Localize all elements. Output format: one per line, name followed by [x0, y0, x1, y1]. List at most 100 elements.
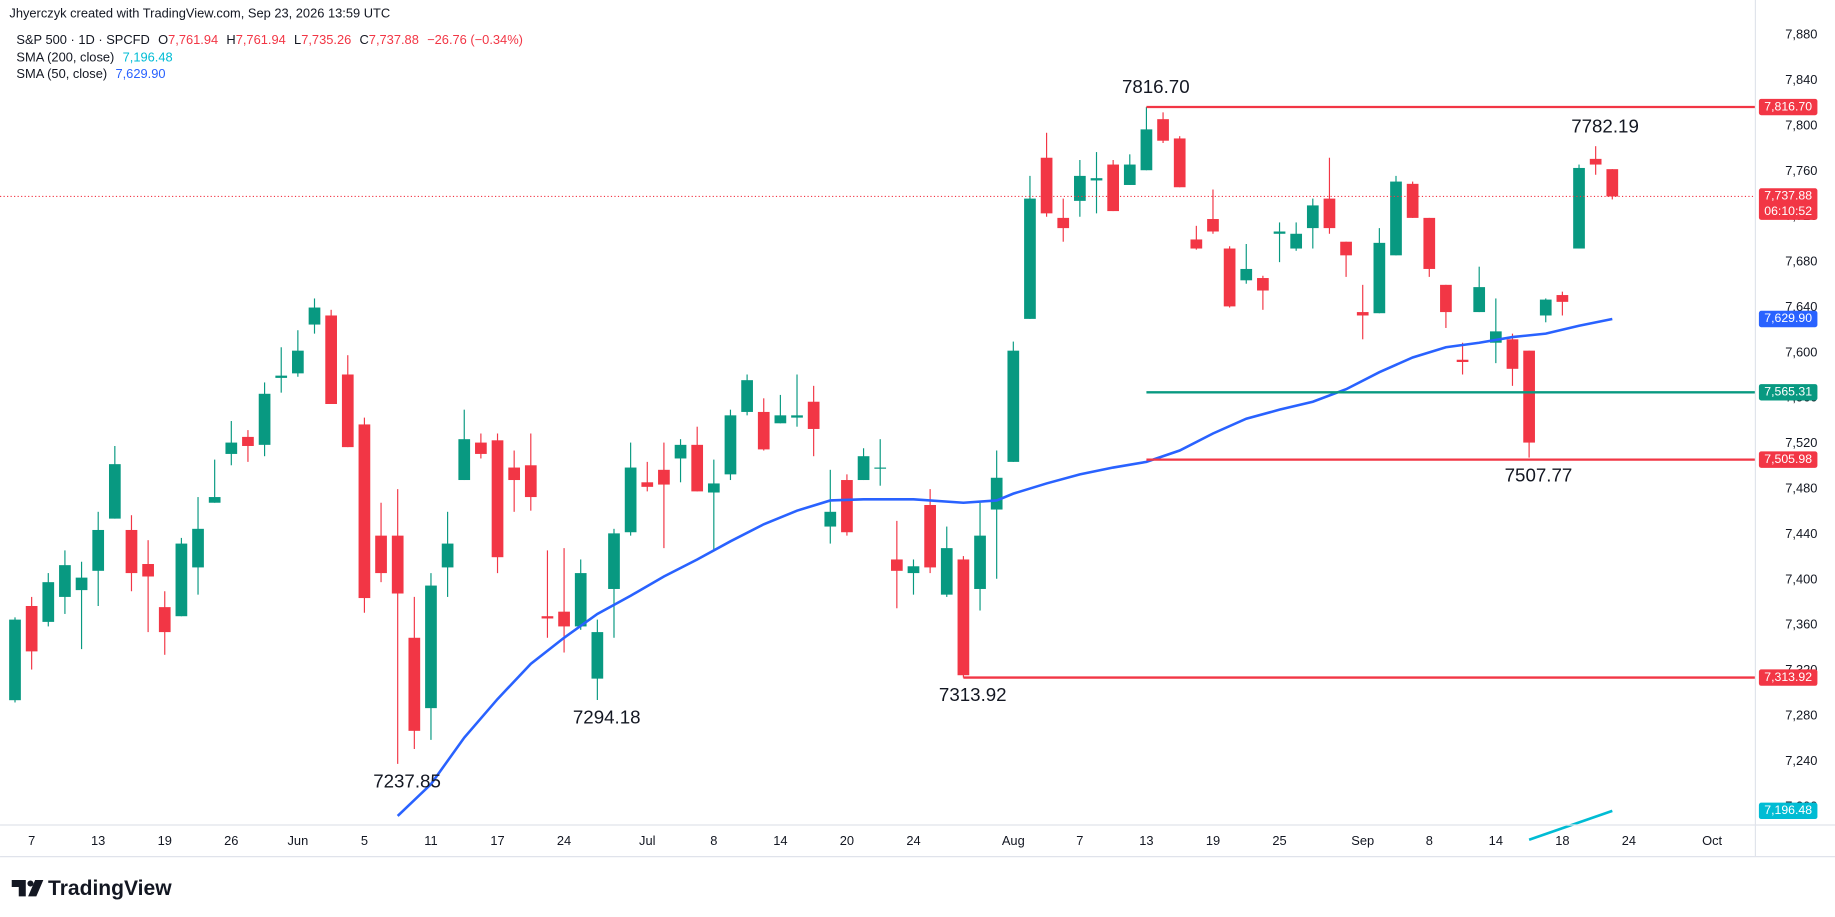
brand: TradingView [48, 877, 172, 900]
candle-body [9, 619, 21, 701]
candle-body [957, 559, 970, 676]
current-price-box [1758, 188, 1818, 220]
y-tick-label: 7,440 [1785, 526, 1817, 541]
candle-body [591, 632, 604, 679]
candle-body [225, 442, 238, 454]
candle-body [1273, 231, 1286, 234]
candle-body [857, 456, 870, 481]
annotation: 7816.70 [1122, 76, 1190, 97]
candle-body [458, 439, 471, 481]
ohlc-value: 7,761.94 [236, 32, 286, 47]
candle-body [1107, 164, 1119, 212]
x-tick-label: 14 [773, 833, 787, 848]
candle-body [1024, 198, 1036, 319]
candle-body [1323, 198, 1336, 229]
brand-logo: TradingView [11, 877, 172, 900]
x-tick-label: 14 [1489, 833, 1503, 848]
level-label: 7,565.31 [1764, 385, 1812, 399]
candle-body [658, 469, 670, 485]
candle-body [1074, 175, 1086, 201]
candle-body [475, 442, 487, 454]
level-label-box [1758, 384, 1818, 401]
candle-body [158, 607, 171, 633]
candle-body [624, 467, 637, 533]
candle-body [1489, 331, 1502, 343]
candle-body [1290, 233, 1303, 249]
ohlc-value: 7,735.26 [301, 32, 351, 47]
candle-body [841, 480, 853, 533]
candle-body [341, 374, 354, 448]
candle-body [375, 535, 387, 574]
y-tick-label: 7,480 [1785, 481, 1817, 496]
x-tick-label: Oct [1702, 833, 1722, 848]
candle-body [774, 415, 787, 424]
candle-body [1007, 350, 1020, 462]
x-tick-label: 24 [906, 833, 920, 848]
candle-body [1473, 287, 1486, 313]
candle-body [1157, 119, 1169, 141]
level-label: 7,816.70 [1764, 99, 1812, 113]
x-tick-label: 13 [91, 833, 105, 848]
x-tick-label: 25 [1272, 833, 1286, 848]
candle-body [724, 415, 737, 475]
candle-body [425, 585, 437, 709]
candle-body [940, 548, 953, 595]
candle-body [1423, 217, 1436, 269]
candle-body [1356, 312, 1369, 316]
y-tick-label: 7,600 [1785, 344, 1817, 359]
candle-body [791, 415, 803, 418]
candle-body [59, 565, 71, 597]
plot-area [0, 105, 1756, 841]
ohlc-key: O [158, 32, 168, 47]
x-tick-label: 24 [557, 833, 571, 848]
ohlc-key: H [226, 32, 235, 47]
level-label: 7,505.98 [1764, 452, 1812, 466]
x-tick-label: 8 [1426, 833, 1433, 848]
x-tick-label: Aug [1002, 833, 1025, 848]
legend-main: S&P 500 · 1D · SPCFD O7,761.94 H7,761.94… [16, 32, 523, 47]
candle-body [807, 401, 820, 429]
ohlc-value: 7,761.94 [168, 32, 218, 47]
level-label-box [1758, 669, 1818, 686]
candle-body [558, 611, 570, 627]
sma-label: 7,196.48 [1764, 803, 1812, 817]
candle-body [1223, 248, 1236, 307]
candle-body [1390, 181, 1402, 256]
candle-body [1140, 129, 1153, 171]
candle-body [974, 535, 986, 589]
candle-body [408, 637, 421, 731]
candle-body [1373, 242, 1386, 314]
candle-body [1306, 205, 1319, 229]
candle-body [1123, 164, 1136, 185]
annotation: 7507.77 [1505, 464, 1573, 485]
candle-body [325, 315, 337, 404]
candle-body [25, 605, 38, 652]
candle-body [741, 380, 753, 412]
candle-body [308, 307, 321, 325]
symbol: S&P 500 · 1D · SPCFD [16, 32, 149, 47]
logo-icon [11, 880, 44, 897]
candle-body [125, 529, 138, 574]
x-tick-label: 20 [840, 833, 854, 848]
x-tick-label: 11 [424, 833, 437, 848]
legend-name: SMA (200, close) [16, 50, 114, 65]
y-tick-label: 7,280 [1785, 707, 1817, 722]
candle-body [1190, 239, 1203, 249]
y-tick-label: 7,240 [1785, 753, 1817, 768]
y-tick-label: 7,840 [1785, 72, 1817, 87]
candle-body [1589, 158, 1602, 165]
candle-body [75, 577, 88, 591]
candle-body [890, 559, 903, 571]
candle-body [258, 393, 271, 445]
candle-body [608, 533, 620, 589]
candle-body [1506, 339, 1519, 369]
candle-body [574, 573, 587, 627]
annotation: 7237.85 [373, 771, 441, 792]
candle-body [1057, 217, 1070, 229]
candle-body [824, 511, 837, 527]
candle-body [707, 483, 720, 493]
candle-body [1173, 138, 1186, 188]
candle-body [42, 582, 55, 622]
y-tick-label: 7,800 [1785, 117, 1817, 132]
